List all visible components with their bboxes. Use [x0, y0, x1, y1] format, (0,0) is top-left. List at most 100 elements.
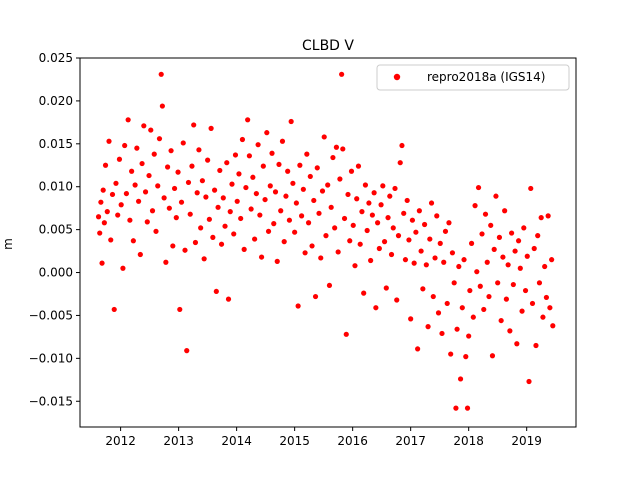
- data-point: [122, 142, 128, 149]
- data-point: [102, 162, 109, 168]
- data-point: [456, 263, 462, 270]
- data-point: [141, 123, 147, 129]
- data-point: [312, 293, 319, 300]
- legend: repro2018a (IGS14): [376, 64, 570, 91]
- legend-label: repro2018a (IGS14): [427, 70, 545, 84]
- data-point: [225, 296, 232, 302]
- data-point: [97, 230, 103, 236]
- data-point: [515, 238, 522, 244]
- data-point: [185, 179, 192, 186]
- data-point: [428, 200, 435, 206]
- data-point: [448, 351, 454, 357]
- data-point: [498, 317, 504, 324]
- data-point: [373, 305, 379, 311]
- data-point: [158, 71, 164, 77]
- data-point: [352, 263, 358, 269]
- data-point: [120, 265, 126, 271]
- data-point: [404, 197, 410, 204]
- data-point: [279, 138, 286, 144]
- data-point: [196, 147, 202, 153]
- data-point: [408, 316, 414, 322]
- data-point: [332, 225, 338, 231]
- data-point: [206, 216, 212, 222]
- data-point: [463, 354, 469, 360]
- legend-box: [376, 64, 570, 91]
- data-point: [519, 308, 525, 314]
- data-point: [264, 130, 270, 136]
- data-point: [397, 160, 403, 166]
- data-point: [115, 212, 121, 218]
- data-point: [432, 255, 438, 261]
- data-point: [350, 222, 356, 228]
- data-point: [144, 219, 150, 225]
- data-point: [201, 256, 207, 262]
- data-point: [538, 215, 544, 221]
- data-point: [507, 328, 513, 334]
- data-point: [274, 258, 280, 264]
- data-point: [477, 283, 483, 289]
- x-tick-label: 2015: [279, 434, 310, 448]
- data-point: [550, 323, 556, 329]
- data-point: [267, 183, 273, 189]
- data-point: [341, 215, 348, 222]
- data-point: [232, 152, 239, 158]
- data-point: [482, 211, 489, 217]
- data-point: [182, 247, 188, 253]
- data-point: [220, 195, 226, 201]
- data-point: [109, 191, 116, 198]
- data-point: [229, 181, 235, 187]
- data-point: [208, 125, 214, 131]
- data-point: [472, 203, 478, 209]
- data-point: [272, 189, 279, 195]
- data-point: [222, 223, 228, 229]
- y-tick-label: 0.020: [39, 94, 73, 108]
- data-point: [118, 202, 124, 208]
- data-point: [500, 254, 506, 260]
- data-point: [108, 237, 114, 243]
- data-point: [113, 180, 119, 186]
- data-point: [173, 215, 179, 221]
- data-point: [246, 153, 252, 159]
- data-point: [533, 342, 539, 349]
- x-tick-label: 2012: [105, 434, 136, 448]
- data-point: [198, 225, 204, 231]
- data-point: [522, 287, 529, 294]
- data-point: [149, 208, 156, 214]
- data-point: [416, 208, 422, 214]
- plot-frame: [79, 57, 577, 428]
- data-point: [260, 163, 266, 169]
- data-point: [257, 212, 263, 218]
- data-point: [474, 269, 480, 275]
- data-point: [437, 240, 443, 246]
- x-tick-label: 2016: [337, 434, 368, 448]
- data-point: [413, 229, 419, 235]
- y-axis-label: m: [1, 238, 15, 250]
- data-point: [189, 163, 195, 169]
- data-point: [187, 211, 193, 217]
- data-point: [218, 241, 225, 247]
- data-point: [253, 190, 259, 197]
- data-point: [376, 245, 382, 252]
- x-axis: 2012 2013 2014 2015 2016 2017 2018 2019: [105, 427, 542, 448]
- data-point: [466, 333, 472, 339]
- data-point: [421, 221, 428, 228]
- data-point: [449, 250, 456, 256]
- data-point: [258, 254, 265, 260]
- x-tick-label: 2019: [511, 434, 542, 448]
- data-point: [130, 238, 136, 244]
- y-tick-label: −0.015: [29, 394, 73, 408]
- data-point: [288, 118, 294, 125]
- data-point: [502, 208, 508, 214]
- data-point: [503, 296, 509, 302]
- data-point: [123, 190, 130, 197]
- data-point: [390, 225, 396, 231]
- y-tick-label: 0.010: [39, 180, 73, 194]
- data-point: [493, 193, 499, 199]
- scatter-points: [95, 71, 556, 411]
- data-point: [330, 154, 336, 161]
- data-point: [542, 263, 548, 270]
- data-point: [159, 103, 165, 109]
- data-point: [248, 206, 254, 212]
- data-point: [293, 200, 299, 206]
- data-point: [321, 134, 327, 140]
